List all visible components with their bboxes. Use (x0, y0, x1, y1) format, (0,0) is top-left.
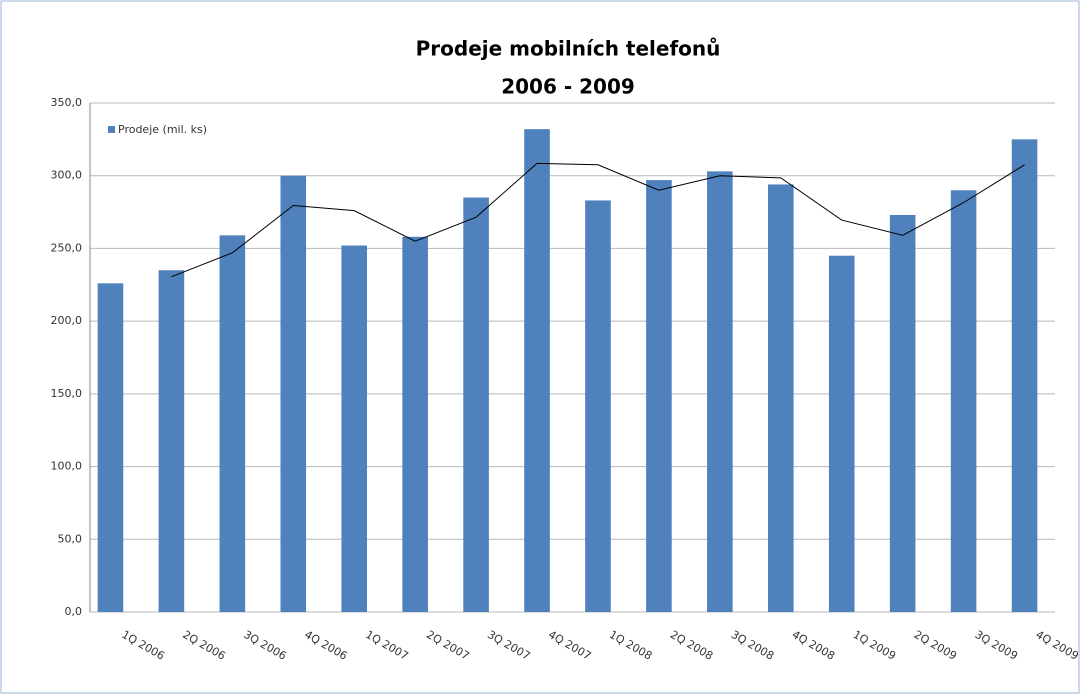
y-tick-label: 200,0 (51, 314, 83, 327)
trend-line (171, 162, 1025, 278)
y-tick-label: 150,0 (51, 387, 83, 400)
bar (1011, 139, 1038, 612)
y-tick-label: 100,0 (51, 460, 83, 473)
bar (707, 171, 733, 612)
bar (767, 184, 794, 612)
chart-title: Prodeje mobilních telefonů (416, 37, 721, 61)
bar (219, 235, 246, 612)
bar (97, 283, 124, 612)
y-tick-label: 0,0 (65, 605, 83, 618)
bar (646, 180, 672, 612)
bar (341, 245, 368, 612)
chart-subtitle: 2006 - 2009 (501, 75, 635, 99)
y-tick-label: 350,0 (51, 96, 83, 109)
bar (158, 270, 185, 612)
y-tick-label: 300,0 (51, 169, 83, 182)
legend-label: Prodeje (mil. ks) (118, 123, 207, 136)
bar (828, 255, 855, 612)
y-tick-label: 50,0 (58, 532, 83, 545)
bar (585, 200, 611, 613)
bar (889, 214, 916, 613)
bar (402, 236, 428, 612)
bar (280, 175, 307, 612)
bar (950, 190, 977, 612)
bar (463, 197, 489, 612)
legend-swatch (108, 126, 115, 133)
y-tick-label: 250,0 (51, 241, 83, 254)
bar (524, 129, 550, 613)
